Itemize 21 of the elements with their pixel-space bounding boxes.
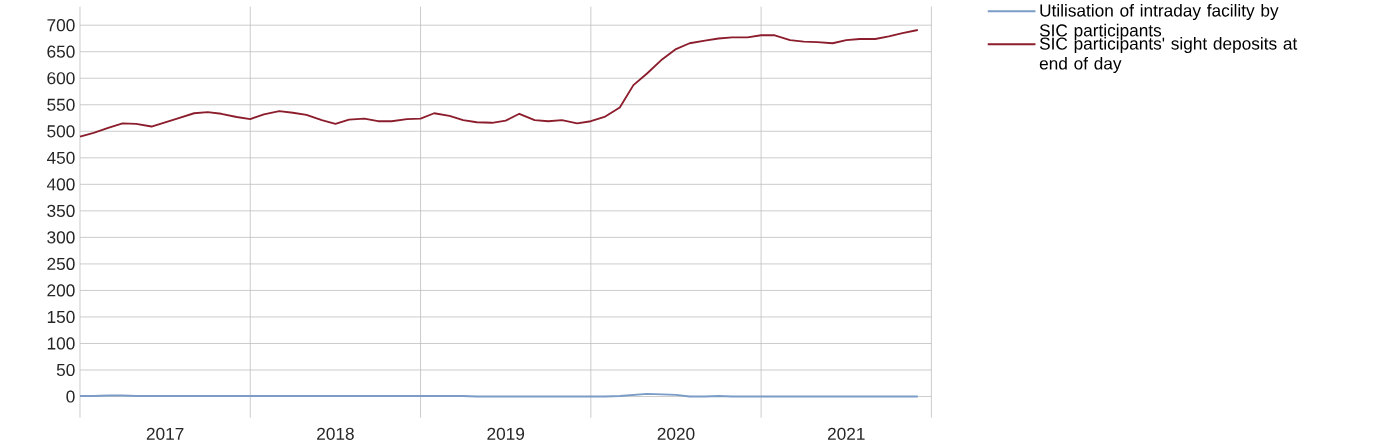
y-tick-label: 450 [46,151,75,165]
x-tick-label: 2018 [317,427,354,441]
y-tick-label: 550 [47,98,75,112]
y-tick-label: 150 [47,311,75,324]
y-tick-label: 400 [46,178,75,191]
x-tick-label: 2020 [657,427,695,441]
y-tick-label: 200 [47,284,75,297]
y-tick-label: 500 [47,125,75,138]
y-tick-label: 600 [47,72,75,85]
y-tick-label: 650 [47,45,75,59]
x-tick-label: 2019 [487,427,525,441]
x-tick-label: 2017 [146,427,184,441]
y-tick-label: 0 [66,390,75,403]
x-tick-label: 2021 [827,427,865,441]
y-tick-label: 50 [56,364,75,377]
y-tick-label: 350 [47,204,75,218]
line-series [79,29,919,138]
y-tick-label: 700 [47,19,75,32]
y-tick-label: 250 [47,258,75,271]
y-tick-label: 300 [47,231,75,244]
y-tick-label: 100 [47,337,75,350]
